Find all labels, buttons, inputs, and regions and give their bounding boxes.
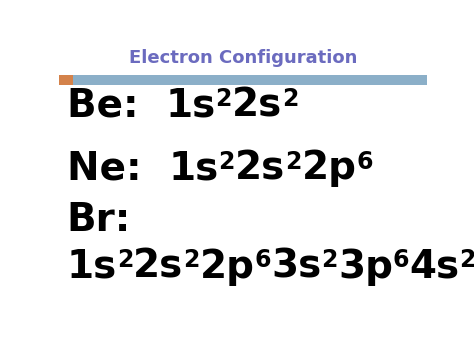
Text: 3s: 3s — [271, 248, 321, 286]
Text: Electron Configuration: Electron Configuration — [129, 49, 357, 67]
Text: 2: 2 — [282, 87, 299, 111]
Text: 1s: 1s — [168, 149, 219, 187]
Text: 2: 2 — [285, 150, 301, 174]
Text: 2: 2 — [216, 87, 232, 111]
Text: 2s: 2s — [232, 86, 282, 124]
Text: 6: 6 — [255, 248, 271, 272]
Text: 1s: 1s — [165, 86, 216, 124]
Text: 2p: 2p — [200, 248, 255, 286]
Text: 2s: 2s — [133, 248, 183, 286]
Text: 2: 2 — [460, 248, 474, 272]
Text: 2: 2 — [117, 248, 133, 272]
Text: 4s: 4s — [410, 248, 460, 286]
Text: 2: 2 — [219, 150, 235, 174]
Text: 2s: 2s — [235, 149, 285, 187]
Bar — [59, 75, 73, 85]
Text: Be:: Be: — [66, 86, 165, 124]
Text: 2p: 2p — [301, 149, 356, 187]
Text: 6: 6 — [393, 248, 410, 272]
Bar — [73, 75, 427, 85]
Text: Br:: Br: — [66, 201, 131, 239]
Text: 2: 2 — [321, 248, 338, 272]
Text: 3p: 3p — [338, 248, 393, 286]
Text: 2: 2 — [183, 248, 200, 272]
Text: 6: 6 — [356, 150, 373, 174]
Text: Ne:: Ne: — [66, 149, 168, 187]
Text: 1s: 1s — [66, 248, 117, 286]
